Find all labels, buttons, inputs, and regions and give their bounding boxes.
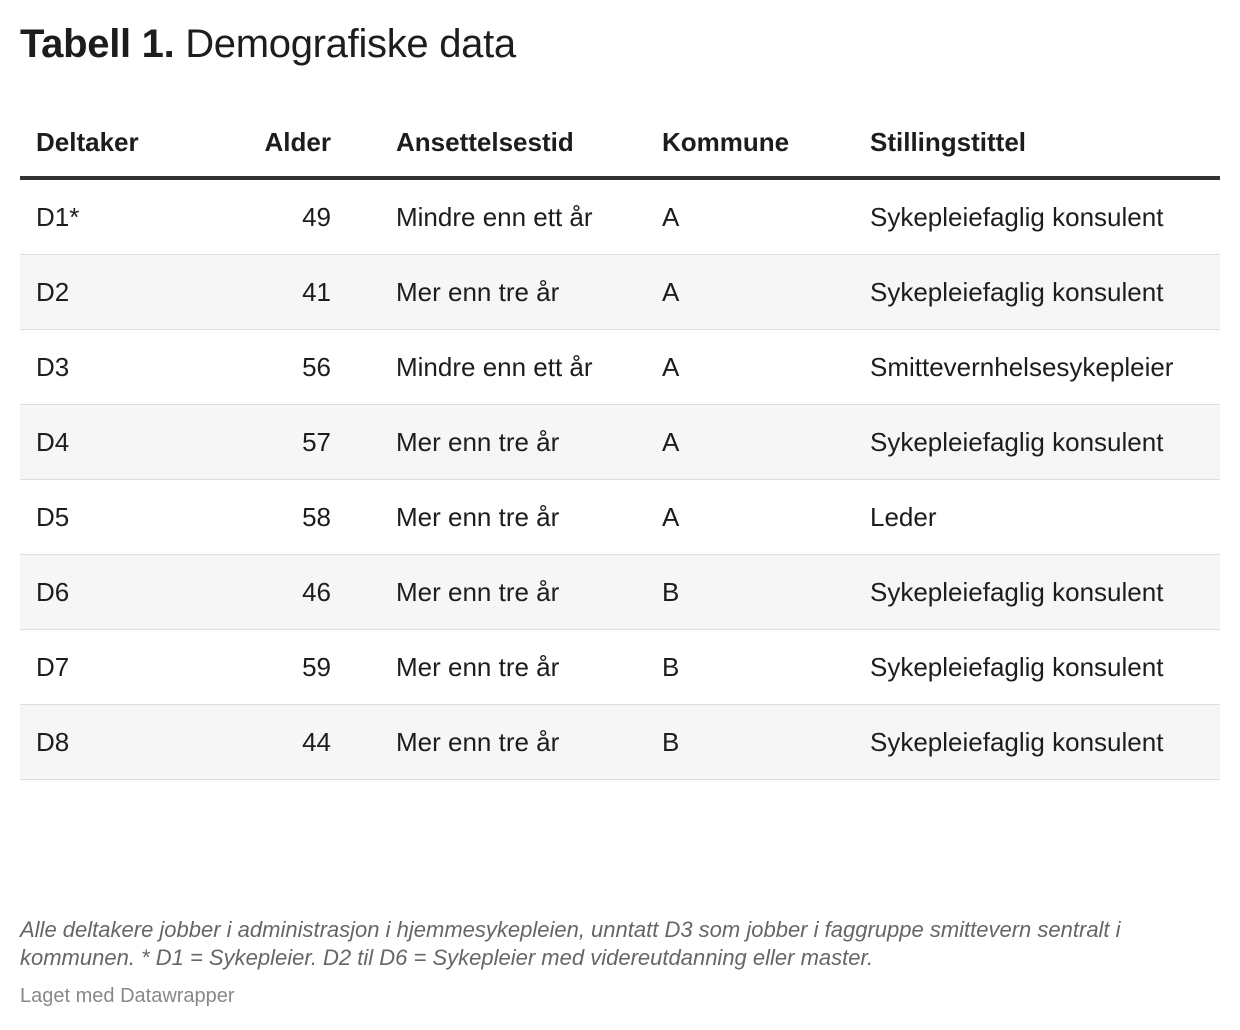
title: Tabell 1. Demografiske data: [20, 18, 516, 70]
table-cell: 49: [222, 178, 380, 255]
table-cell: Sykepleiefaglig konsulent: [854, 178, 1220, 255]
column-header: Ansettelsestid: [380, 108, 646, 180]
column-header: Stillingstittel: [854, 108, 1220, 180]
table-cell: Mindre enn ett år: [380, 178, 646, 255]
table-cell: Sykepleiefaglig konsulent: [854, 254, 1220, 330]
table-cell: A: [646, 254, 854, 330]
table-row: D2 41 Mer enn tre år A Sykepleiefaglig konsu…: [20, 254, 1220, 330]
table-cell: D2: [20, 254, 222, 330]
table-cell: Leder: [854, 479, 1220, 555]
table-cell: 59: [222, 629, 380, 705]
table-row: D5 58 Mer enn tre år A Leder: [20, 479, 1220, 555]
table-cell: 46: [222, 554, 380, 630]
table-cell: D1*: [20, 178, 222, 255]
table-cell: 41: [222, 254, 380, 330]
table-row: D8 44 Mer enn tre år B Sykepleiefaglig konsu…: [20, 704, 1220, 780]
table-cell: 57: [222, 404, 380, 480]
table-cell: Smittevernhelsesykepleier: [854, 329, 1220, 405]
table-body: D1* 49 Mindre enn ett år A Sykepleiefaglig k…: [20, 178, 1220, 780]
table-cell: D8: [20, 704, 222, 780]
table-row: D6 46 Mer enn tre år B Sykepleiefaglig konsu…: [20, 554, 1220, 630]
table-cell: A: [646, 178, 854, 255]
table-row: D7 59 Mer enn tre år B Sykepleiefaglig konsu…: [20, 629, 1220, 705]
table-cell: Mer enn tre år: [380, 704, 646, 780]
table-cell: D7: [20, 629, 222, 705]
table-cell: Mer enn tre år: [380, 629, 646, 705]
table-cell: 56: [222, 329, 380, 405]
table-cell: 44: [222, 704, 380, 780]
title-prefix: Tabell 1.: [20, 22, 175, 66]
table-cell: Mindre enn ett år: [380, 329, 646, 405]
data-table: Deltaker Alder Ansettelsestid Kommune Stilli…: [20, 108, 1220, 780]
table-cell: D5: [20, 479, 222, 555]
table-cell: Sykepleiefaglig konsulent: [854, 629, 1220, 705]
table-cell: D3: [20, 329, 222, 405]
table-cell: A: [646, 329, 854, 405]
title-text: Demografiske data: [185, 22, 516, 66]
table-cell: Sykepleiefaglig konsulent: [854, 704, 1220, 780]
table-cell: Sykepleiefaglig konsulent: [854, 554, 1220, 630]
table-cell: 58: [222, 479, 380, 555]
table-cell: Sykepleiefaglig konsulent: [854, 404, 1220, 480]
table-cell: A: [646, 404, 854, 480]
table-row: D4 57 Mer enn tre år A Sykepleiefaglig konsu…: [20, 404, 1220, 480]
table-cell: D4: [20, 404, 222, 480]
column-header: Alder: [222, 108, 380, 180]
table-cell: Mer enn tre år: [380, 254, 646, 330]
table-row: D3 56 Mindre enn ett år A Smittevernhelsesyk…: [20, 329, 1220, 405]
column-header: Kommune: [646, 108, 854, 180]
table-cell: B: [646, 629, 854, 705]
table-cell: B: [646, 704, 854, 780]
table-cell: Mer enn tre år: [380, 404, 646, 480]
table-row: D1* 49 Mindre enn ett år A Sykepleiefaglig k…: [20, 178, 1220, 255]
header-row: Deltaker Alder Ansettelsestid Kommune Stilli…: [20, 108, 1220, 180]
notes: Alle deltakere jobber i administrasjon i…: [20, 917, 1121, 970]
table-cell: A: [646, 479, 854, 555]
table-cell: Mer enn tre år: [380, 479, 646, 555]
table-cell: Mer enn tre år: [380, 554, 646, 630]
footer: Laget med Datawrapper: [20, 985, 235, 1007]
table-cell: B: [646, 554, 854, 630]
column-header: Deltaker: [20, 108, 222, 180]
table-cell: D6: [20, 554, 222, 630]
